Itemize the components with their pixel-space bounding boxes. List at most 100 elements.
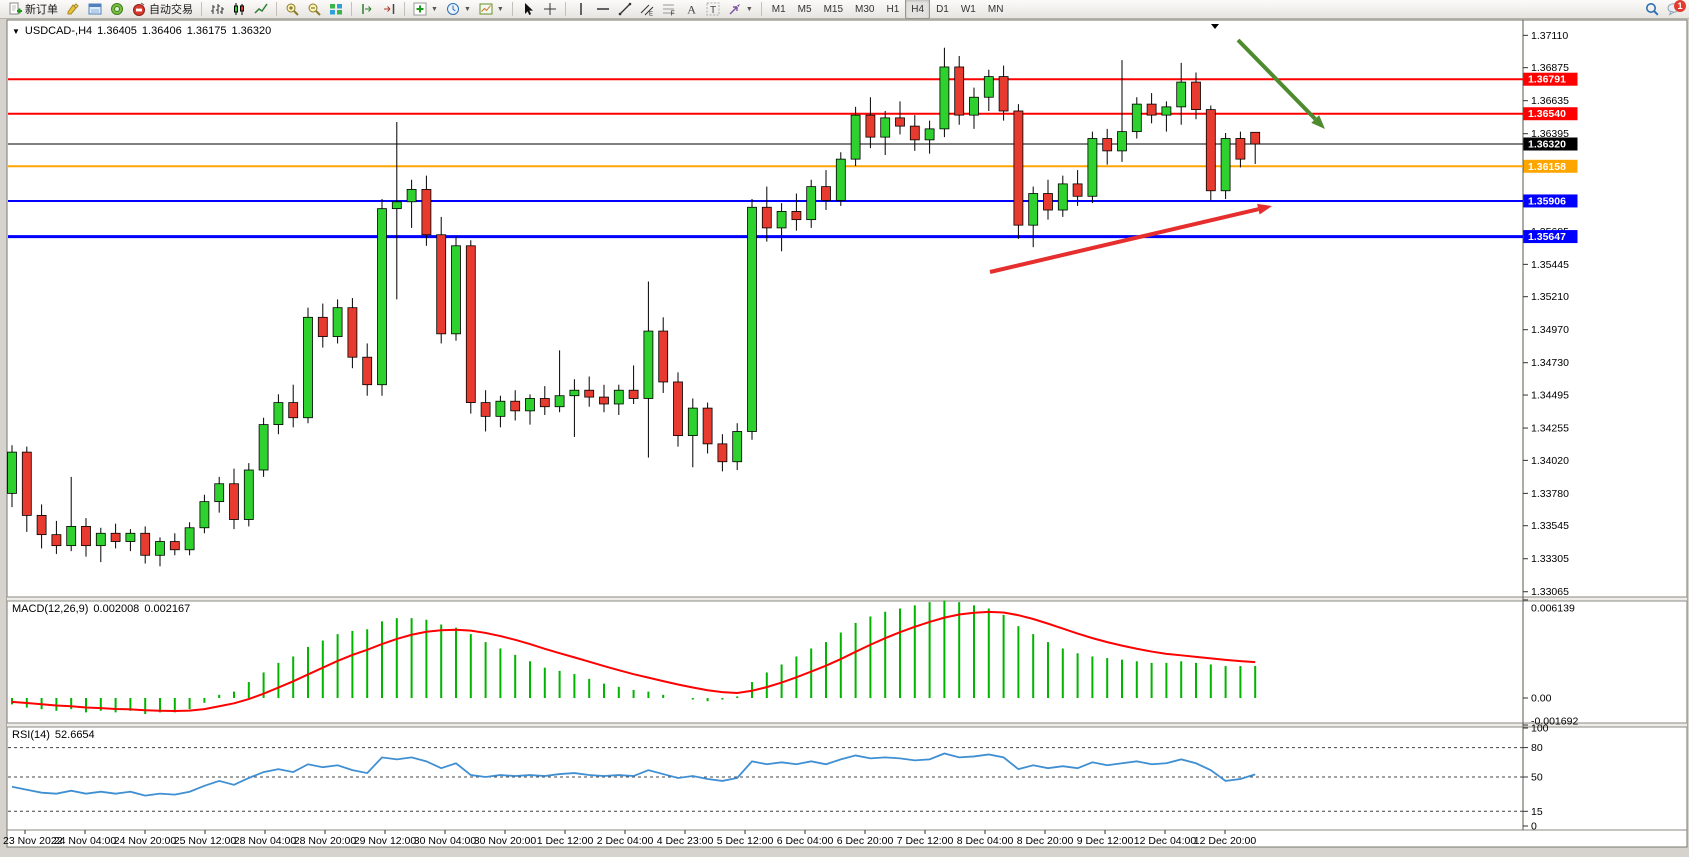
crosshair-button[interactable] (539, 0, 561, 19)
marketwatch-button[interactable] (62, 0, 84, 19)
candle (895, 117, 905, 127)
line-chart-button[interactable] (250, 0, 272, 19)
candle (1072, 183, 1083, 197)
candle (7, 451, 17, 494)
svg-text:1.35906: 1.35906 (1528, 195, 1566, 207)
candle (1131, 103, 1142, 133)
toolbar-separator (564, 2, 566, 16)
candle (865, 114, 876, 138)
tf-w1-button[interactable]: W1 (955, 0, 982, 19)
fibonacci-button[interactable]: F (658, 0, 680, 19)
candles-chart-button[interactable] (228, 0, 250, 19)
candle (687, 407, 698, 437)
navigator-button[interactable] (106, 0, 128, 19)
indicators-icon (413, 2, 427, 16)
chevron-down-icon: ▼ (431, 5, 438, 13)
up-trend-arrow-head[interactable] (1257, 203, 1272, 215)
candle (673, 381, 683, 437)
toolbar-separator (511, 2, 513, 16)
tile-windows-button[interactable] (325, 0, 347, 19)
text-button[interactable]: A (680, 0, 702, 19)
candle (465, 245, 476, 403)
tf-w1-button-label: W1 (960, 3, 976, 15)
periods-button[interactable]: ▼ (442, 0, 475, 19)
tf-m15-button[interactable]: M15 (818, 0, 849, 19)
chevron-down-icon: ▼ (496, 5, 504, 13)
tf-mn-button-label: MN (987, 3, 1004, 15)
chat-button[interactable]: 1 (1663, 0, 1686, 19)
toolbar: 新订单 自动交易 ▼ ▼ ▼ E F A T ▼ M1 M5 M15 M30 H1 H4 D1 W1 MN 1 (0, 0, 1689, 19)
candle (998, 76, 1009, 112)
tf-h4-button[interactable]: H4 (905, 0, 931, 19)
vline-icon (574, 2, 588, 16)
toolbar-separator (760, 2, 762, 16)
zoom-in-button[interactable] (281, 0, 303, 19)
tf-m30-button[interactable]: M30 (849, 0, 880, 19)
svg-text:15: 15 (1531, 806, 1543, 818)
down-trend-arrow[interactable] (1236, 38, 1317, 121)
trendline-button[interactable] (614, 0, 636, 19)
svg-text:9 Dec 12:00: 9 Dec 12:00 (1077, 835, 1134, 847)
tf-d1-button-label: D1 (936, 3, 949, 15)
candle (1205, 109, 1216, 192)
svg-text:7 Dec 12:00: 7 Dec 12:00 (897, 835, 954, 847)
data-window-button[interactable] (84, 0, 106, 19)
candle (1146, 103, 1157, 116)
tf-m5-button[interactable]: M5 (792, 0, 818, 19)
up-trend-arrow[interactable] (989, 207, 1259, 274)
candle (21, 451, 32, 516)
search-button[interactable] (1641, 0, 1663, 19)
bars-chart-button[interactable] (206, 0, 228, 19)
price-line-badge (1523, 107, 1578, 121)
svg-text:1.36158: 1.36158 (1528, 161, 1566, 173)
candle (1028, 193, 1039, 226)
candle (214, 483, 225, 503)
arrows-tool-button[interactable]: ▼ (724, 0, 757, 19)
candle (110, 532, 121, 542)
price-line-badge (1523, 72, 1578, 86)
zoom-out-button[interactable] (303, 0, 325, 19)
new-order-button[interactable]: 新订单 (4, 0, 62, 19)
candle (451, 245, 461, 335)
tf-m15-button-label: M15 (823, 3, 844, 15)
candle (717, 443, 728, 463)
candle (480, 402, 491, 417)
svg-text:1.36395: 1.36395 (1531, 128, 1569, 140)
tf-mn-button[interactable]: MN (982, 0, 1010, 19)
horizontal-lines[interactable] (8, 78, 1523, 239)
candle (643, 330, 654, 399)
down-trend-arrow-head[interactable] (1311, 115, 1325, 129)
tf-d1-button[interactable]: D1 (930, 0, 955, 19)
cursor-button[interactable] (517, 0, 539, 19)
tf-m1-button[interactable]: M1 (766, 0, 792, 19)
horizontal-line-button[interactable] (592, 0, 614, 19)
price-line-badge (1523, 137, 1578, 151)
candle (569, 389, 580, 397)
svg-text:30 Nov 04:00: 30 Nov 04:00 (414, 835, 477, 847)
candle (658, 330, 669, 383)
chart-shift-marker[interactable] (1211, 24, 1219, 29)
auto-scroll-button[interactable] (378, 0, 400, 19)
indicators-button[interactable]: ▼ (409, 0, 442, 19)
templates-button[interactable]: ▼ (475, 0, 508, 19)
candle (347, 307, 358, 358)
label-button[interactable]: T (702, 0, 724, 19)
tf-h1-button[interactable]: H1 (880, 0, 905, 19)
vertical-line-button[interactable] (570, 0, 592, 19)
candle (258, 424, 269, 471)
candle (1117, 131, 1127, 152)
candle (1235, 138, 1246, 160)
channel-button[interactable]: E (636, 0, 658, 19)
price-line-badge (1523, 230, 1578, 244)
svg-text:50: 50 (1531, 772, 1543, 784)
chart-shift-button[interactable] (356, 0, 378, 19)
svg-text:1.33065: 1.33065 (1531, 586, 1569, 598)
candle (1013, 110, 1024, 226)
candle (539, 398, 550, 408)
candle (155, 541, 165, 556)
autotrade-button[interactable]: 自动交易 (128, 0, 197, 19)
candle (436, 234, 447, 335)
svg-text:2 Dec 04:00: 2 Dec 04:00 (597, 835, 654, 847)
